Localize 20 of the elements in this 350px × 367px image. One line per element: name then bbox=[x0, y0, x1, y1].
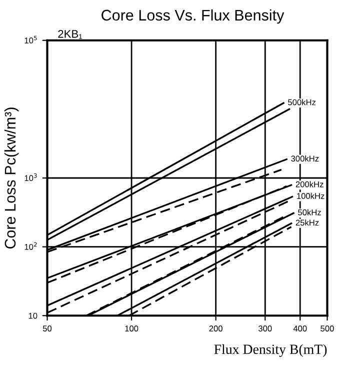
series-label: 25kHz bbox=[296, 219, 319, 226]
series-label: 300kHz bbox=[291, 155, 319, 162]
series-label: 50kHz bbox=[298, 209, 321, 216]
y-tick-label: 10$^{2}$ bbox=[24, 242, 37, 250]
x-tick-label: 50 bbox=[42, 326, 52, 332]
chart-subtitle: 2KB₁ bbox=[58, 30, 82, 39]
series-label: 500kHz bbox=[288, 99, 316, 106]
y-tick-label: 10$^{3}$ bbox=[24, 173, 37, 182]
y-tick-label: 10 bbox=[28, 312, 38, 319]
chart-title: Core Loss Vs. Flux Bensity bbox=[102, 9, 284, 24]
y-tick-label: 10$^{5}$ bbox=[24, 36, 37, 44]
x-tick-label: 400 bbox=[293, 326, 307, 332]
x-tick-label: 100 bbox=[125, 326, 138, 332]
series-label: 200kHz bbox=[296, 181, 324, 188]
x-axis-title: Flux Density B(mT) bbox=[214, 344, 327, 357]
x-tick-label: 200 bbox=[209, 326, 222, 332]
series-label: 100kHz bbox=[297, 192, 324, 199]
y-axis-title: Core Loss Pc(kw/m³) bbox=[4, 108, 19, 249]
x-tick-label: 500 bbox=[320, 326, 334, 332]
x-tick-label: 300 bbox=[258, 326, 272, 332]
